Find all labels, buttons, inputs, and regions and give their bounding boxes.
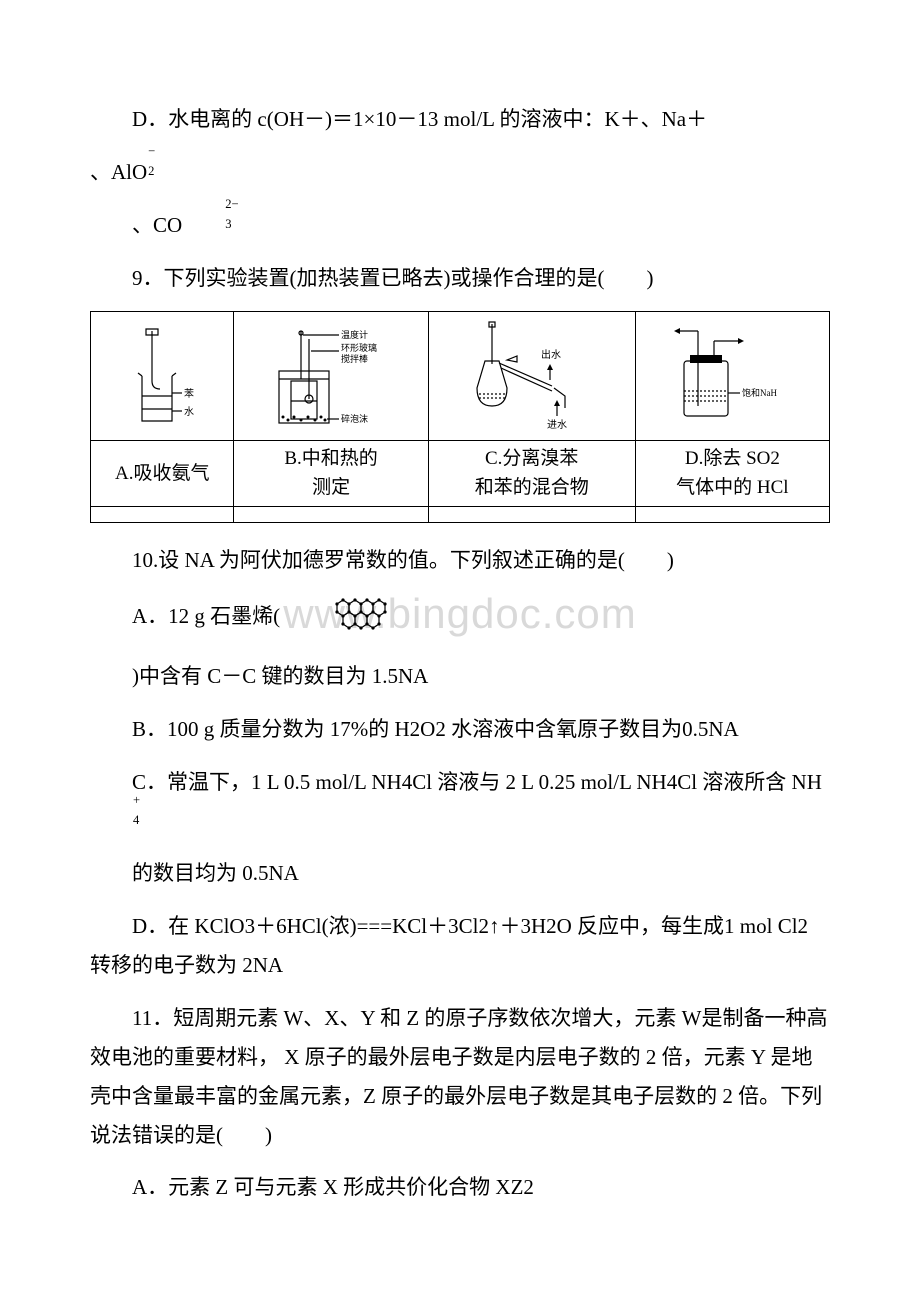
q9-label-row: A.吸收氨气 B.中和热的 测定 C.分离溴苯 和苯的混合物 D.除去 SO2 … <box>91 441 830 507</box>
q9-diagA-cell: 苯 水 <box>91 312 234 441</box>
q8d-l3-supsub: 2−3 <box>183 209 238 234</box>
sup: − <box>148 145 155 158</box>
q9-diagC-svg: 出水 进水 <box>457 316 607 436</box>
diagC-l2: 进水 <box>547 419 567 431</box>
sub: 4 <box>91 814 140 827</box>
q9-diagD-cell: 饱和NaH <box>635 312 829 441</box>
q10-a-line2: )中含有 C－C 键的数目为 1.5NA <box>90 657 830 696</box>
q9-empty-row <box>91 507 830 523</box>
q10-d: D．在 KClO3＋6HCl(浓)===KCl＋3Cl2↑＋3H2O 反应中，每… <box>90 907 830 985</box>
q8d-line3: 、CO2−3 <box>90 206 830 245</box>
q9-diagram-row: 苯 水 <box>91 312 830 441</box>
q10-c-line2: 的数目均为 0.5NA <box>90 854 830 893</box>
q10-c-line1: C．常温下，1 L 0.5 mol/L NH4Cl 溶液与 2 L 0.25 m… <box>90 763 830 841</box>
diagC-l1: 出水 <box>541 348 561 361</box>
diagB-l4: 碎泡沫 <box>341 413 368 424</box>
q8d-line1: D．水电离的 c(OH－)＝1×10－13 mol/L 的溶液中：K＋、Na＋ <box>90 100 830 139</box>
q10-a-pre: A．12 g 石墨烯( <box>132 604 280 628</box>
q10-stem: 10.设 NA 为阿伏加德罗常数的值。下列叙述正确的是( ) <box>90 541 830 580</box>
q9-diagD-svg: 饱和NaH <box>662 321 802 431</box>
diagD-l1: 饱和NaH <box>742 387 777 398</box>
diagB-l2: 环形玻璃 <box>341 342 377 353</box>
diagA-l1: 苯 <box>184 387 194 400</box>
q9-optB: B.中和热的 测定 <box>234 441 428 507</box>
q9-diagB-svg: 温度计 环形玻璃 搅拌棒 碎泡沫 <box>261 321 401 431</box>
optC-l1: C.分离溴苯 <box>485 448 578 469</box>
q9-optC: C.分离溴苯 和苯的混合物 <box>428 441 635 507</box>
q8d-l2-supsub: −2 <box>148 156 155 181</box>
q10-a-line1: A．12 g 石墨烯( <box>90 594 830 643</box>
sup: 2− <box>183 198 238 211</box>
q8d-l2-a: 、AlO <box>90 160 147 184</box>
optD-l1: D.除去 SO2 <box>685 448 780 469</box>
optC-l2: 和苯的混合物 <box>475 477 589 498</box>
q9-diagB-cell: 温度计 环形玻璃 搅拌棒 碎泡沫 <box>234 312 428 441</box>
q9-optD: D.除去 SO2 气体中的 HCl <box>635 441 829 507</box>
q9-diagA-svg: 苯 水 <box>112 321 212 431</box>
q11-stem: 11．短周期元素 W、X、Y 和 Z 的原子序数依次增大，元素 W是制备一种高效… <box>90 999 830 1154</box>
q10-b: B．100 g 质量分数为 17%的 H2O2 水溶液中含氧原子数目为0.5NA <box>90 710 830 749</box>
q9-stem: 9．下列实验装置(加热装置已略去)或操作合理的是( ) <box>90 259 830 298</box>
optB-l2: 测定 <box>312 477 350 498</box>
sub: 2 <box>148 165 155 178</box>
sup: + <box>91 794 140 807</box>
q9-table: 苯 水 <box>90 311 830 523</box>
optB-l1: B.中和热的 <box>284 448 377 469</box>
q8d-l3-a: 、CO <box>132 213 182 237</box>
optD-l2: 气体中的 HCl <box>676 477 788 498</box>
graphene-icon <box>285 594 397 643</box>
diagB-l3: 搅拌棒 <box>341 353 368 364</box>
q9-optA: A.吸收氨气 <box>91 441 234 507</box>
page-content: D．水电离的 c(OH－)＝1×10－13 mol/L 的溶液中：K＋、Na＋ … <box>90 100 830 1207</box>
sub: 3 <box>183 218 238 231</box>
q10-c-supsub: +4 <box>91 805 140 830</box>
q8d-line2: 、AlO−2 <box>90 153 830 192</box>
q9-diagC-cell: 出水 进水 <box>428 312 635 441</box>
diagB-l1: 温度计 <box>341 329 368 340</box>
q11-a: A．元素 Z 可与元素 X 形成共价化合物 XZ2 <box>90 1168 830 1207</box>
diagA-l2: 水 <box>184 406 194 418</box>
q10-c-pre: C．常温下，1 L 0.5 mol/L NH4Cl 溶液与 2 L 0.25 m… <box>132 770 822 794</box>
